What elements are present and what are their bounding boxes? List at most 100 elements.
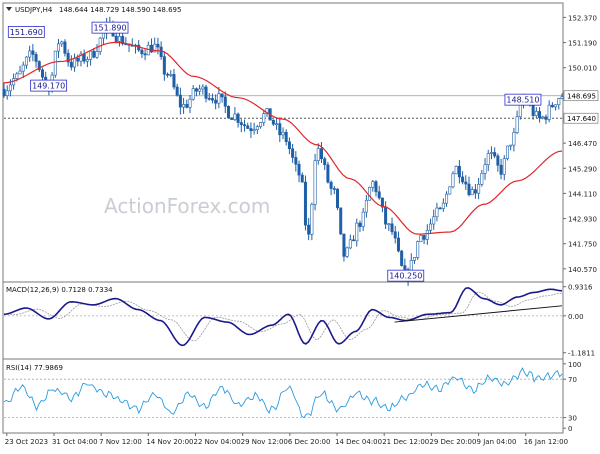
- candle-body: [15, 73, 19, 79]
- candle-body: [265, 108, 269, 114]
- candle-body: [505, 145, 509, 159]
- candle-body: [307, 224, 311, 235]
- macd-tick-label: 0.9316: [568, 284, 593, 292]
- candle-body: [194, 88, 198, 92]
- candle-body: [294, 157, 298, 165]
- last-price-tag: [563, 90, 599, 102]
- candle-body: [445, 193, 449, 204]
- candle-body: [255, 126, 259, 130]
- ohlc-readout: 148.644 148.729 148.590 148.695: [59, 6, 181, 14]
- y-tick-label: 140.570: [568, 266, 597, 274]
- x-tick-label: 16 Jan 12:00: [524, 438, 568, 446]
- candle-body: [326, 164, 330, 183]
- candle-body: [291, 148, 295, 158]
- candle-body: [259, 122, 263, 127]
- y-tick-label: 141.750: [568, 241, 597, 249]
- price-annotation-box: [7, 26, 45, 38]
- y-tick-label: 144.110: [568, 190, 597, 198]
- candle-body: [470, 189, 474, 196]
- candle-body: [236, 113, 240, 123]
- x-tick-label: 29 Nov 12:00: [241, 438, 288, 446]
- candle-body: [201, 86, 205, 90]
- candle-body: [342, 233, 346, 257]
- candle-body: [534, 111, 538, 116]
- price-annotation-box: [30, 79, 68, 92]
- price-annotation-box: [504, 93, 542, 106]
- candle-body: [28, 50, 32, 58]
- price-annotation-box: [387, 269, 425, 282]
- x-tick-label: 9 Jan 04:00: [477, 438, 517, 446]
- candle-body: [60, 41, 64, 45]
- candle-body: [499, 164, 503, 175]
- candle-body: [220, 93, 224, 98]
- candle-body: [473, 189, 477, 194]
- last-price-label: 148.695: [567, 93, 596, 101]
- candle-body: [352, 239, 356, 242]
- candle-body: [278, 123, 282, 136]
- candle-body: [150, 44, 154, 53]
- candle-body: [396, 237, 400, 252]
- y-tick-label: 152.370: [568, 14, 597, 22]
- collapse-triangle-icon: [6, 7, 12, 11]
- candle-body: [37, 61, 41, 71]
- candle-body: [339, 207, 343, 235]
- candle-body: [547, 104, 551, 120]
- candle-body: [262, 113, 266, 123]
- candle-body: [429, 223, 433, 231]
- macd-line: [3, 286, 563, 347]
- candle-body: [140, 49, 144, 55]
- candle-body: [217, 93, 221, 104]
- rsi-tick-label: 0: [568, 425, 572, 433]
- candle-body: [239, 122, 243, 125]
- candle-body: [403, 265, 407, 270]
- candle-body: [117, 36, 121, 42]
- candle-body: [198, 88, 202, 92]
- candle-body: [246, 125, 250, 129]
- candle-body: [448, 186, 452, 195]
- candle-body: [454, 165, 458, 175]
- candle-body: [393, 231, 397, 239]
- symbol-label: USDJPY,H4: [15, 6, 53, 14]
- price-annotation-label: 149.170: [32, 82, 65, 91]
- candle-body: [457, 165, 461, 178]
- candle-body: [441, 202, 445, 209]
- candle-body: [18, 70, 22, 75]
- candle-body: [348, 239, 352, 249]
- candles: [2, 16, 564, 286]
- candle-body: [560, 96, 564, 99]
- candle-body: [400, 250, 404, 266]
- y-tick-label: 145.290: [568, 165, 597, 173]
- macd-trendline: [394, 305, 563, 323]
- candle-body: [538, 111, 542, 119]
- candle-body: [374, 181, 378, 193]
- macd-tick-label: -1.1811: [568, 350, 595, 358]
- candle-body: [323, 158, 327, 166]
- price-annotation-label: 148.510: [506, 96, 539, 105]
- candle-body: [477, 184, 481, 194]
- candle-body: [297, 163, 301, 176]
- candle-body: [275, 123, 279, 125]
- candle-body: [249, 128, 253, 132]
- candle-body: [358, 222, 362, 227]
- candle-body: [66, 52, 70, 63]
- x-tick-label: 21 Dec 12:00: [382, 438, 429, 446]
- candle-body: [214, 99, 218, 104]
- candle-body: [89, 50, 93, 60]
- candle-body: [82, 53, 86, 62]
- candle-body: [162, 56, 166, 75]
- candle-body: [31, 50, 35, 55]
- candle-body: [336, 188, 340, 209]
- candle-body: [172, 74, 176, 88]
- candle-body: [319, 148, 323, 160]
- candle-body: [509, 144, 513, 147]
- candle-body: [34, 54, 38, 62]
- candle-body: [121, 36, 125, 45]
- x-tick-label: 14 Dec 04:00: [335, 438, 382, 446]
- candle-body: [416, 241, 420, 258]
- candle-body: [550, 104, 554, 108]
- candle-body: [166, 73, 170, 76]
- candle-body: [329, 181, 333, 189]
- candle-body: [178, 94, 182, 108]
- candle-body: [438, 207, 442, 210]
